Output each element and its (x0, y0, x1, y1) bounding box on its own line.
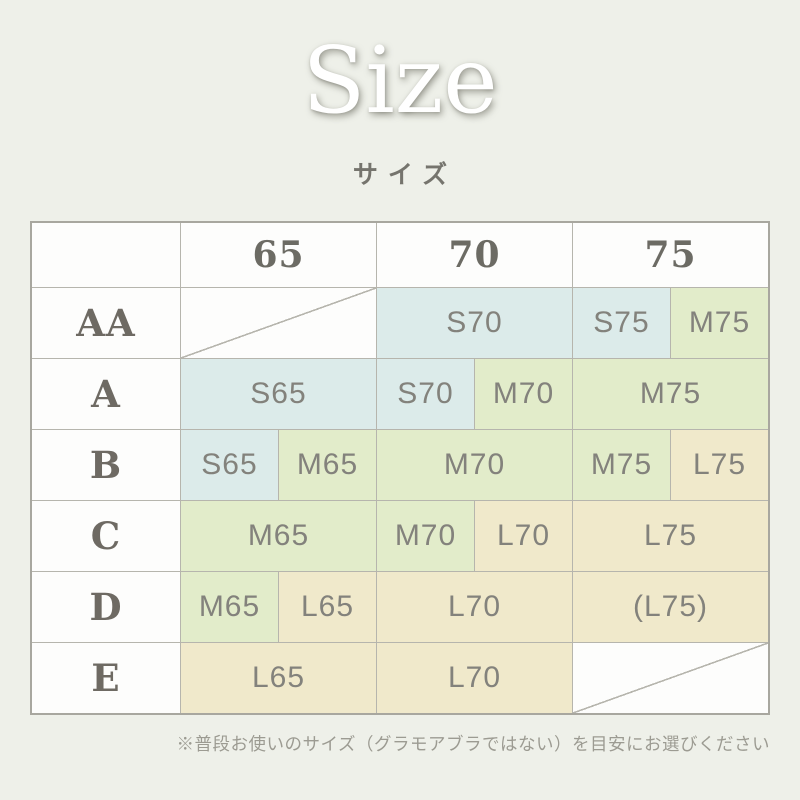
column-header-70: 70 (377, 223, 572, 287)
size-footnote: ※普段お使いのサイズ（グラモアブラではない）を目安にお選びください (176, 734, 770, 754)
size-cell-b-65-right: M65 (279, 430, 376, 500)
row-label-a: A (32, 359, 180, 429)
size-cell-d-65-right: L65 (279, 572, 376, 642)
size-cell-c-70-left: M70 (377, 501, 474, 571)
empty-cell-diagonal (181, 288, 376, 358)
size-cell-d-70: L70 (377, 572, 572, 642)
size-cell-c-75: L75 (573, 501, 768, 571)
table-corner-cell (32, 223, 180, 287)
size-cell-b-75-left: M75 (573, 430, 670, 500)
size-cell-aa-75-left: S75 (573, 288, 670, 358)
size-cell-e-65: L65 (181, 643, 376, 713)
page-subtitle-japanese: サイズ (352, 161, 458, 189)
size-cell-c-65: M65 (181, 501, 376, 571)
row-label-b: B (32, 430, 180, 500)
size-cell-e-70: L70 (377, 643, 572, 713)
page-title: Size (302, 27, 498, 134)
size-cell-a-65: S65 (181, 359, 376, 429)
size-cell-d-75: (L75) (573, 572, 768, 642)
empty-cell-diagonal (573, 643, 768, 713)
row-label-aa: AA (32, 288, 180, 358)
size-cell-a-75: M75 (573, 359, 768, 429)
row-label-c: C (32, 501, 180, 571)
size-table: 65 70 75 AA S70 S75 M75 A S65 S70 M70 M7… (30, 221, 770, 715)
size-cell-b-70: M70 (377, 430, 572, 500)
size-cell-b-65-left: S65 (181, 430, 278, 500)
row-label-d: D (32, 572, 180, 642)
size-cell-c-70-right: L70 (475, 501, 572, 571)
size-cell-d-65-left: M65 (181, 572, 278, 642)
row-label-e: E (32, 643, 180, 713)
size-cell-b-75-right: L75 (671, 430, 768, 500)
size-cell-a-70-left: S70 (377, 359, 474, 429)
size-cell-aa-70: S70 (377, 288, 572, 358)
size-cell-a-70-right: M70 (475, 359, 572, 429)
column-header-75: 75 (573, 223, 768, 287)
column-header-65: 65 (181, 223, 376, 287)
size-cell-aa-75-right: M75 (671, 288, 768, 358)
